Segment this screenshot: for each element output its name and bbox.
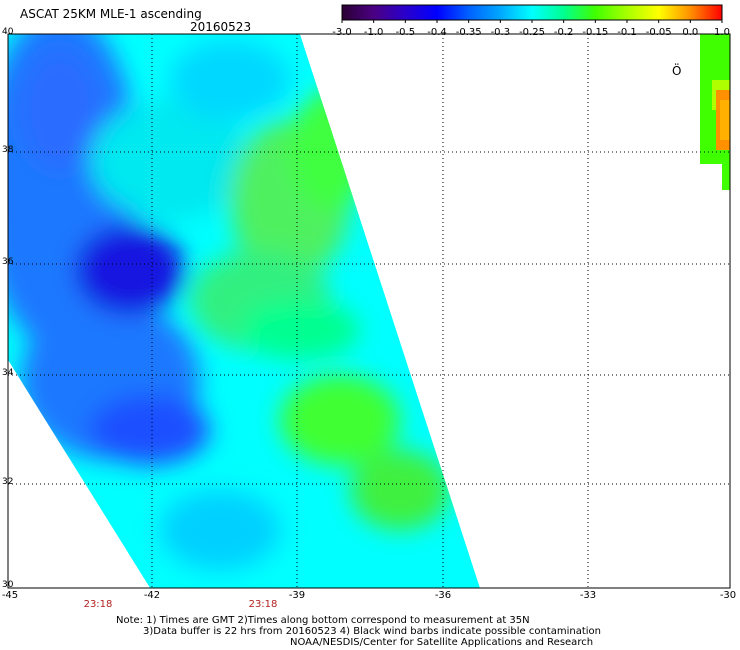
colorbar-tick-label: -0.3 (490, 27, 511, 38)
lon-label: -30 (719, 590, 737, 601)
lat-lon-grid (8, 34, 730, 588)
lon-label: -42 (143, 590, 161, 601)
wind-swath (8, 34, 480, 588)
note-line-1: Note: 1) Times are GMT 2)Times along bot… (116, 615, 530, 626)
svg-text:Ö: Ö (672, 62, 681, 78)
product-date: 20160523 (190, 20, 252, 34)
time-label: 23:18 (83, 599, 113, 610)
colorbar-tick-label: -3.0 (332, 27, 352, 38)
lat-label: 32 (2, 477, 14, 487)
colorbar-tick-label: -0.2 (553, 27, 574, 38)
coastal-patch: Ö (672, 34, 730, 190)
colorbar-tick-label: 0.0 (682, 27, 699, 38)
lat-label: 30 (2, 580, 14, 590)
note-line-2: 3)Data buffer is 22 hrs from 20160523 4)… (143, 626, 601, 637)
lon-label: -36 (434, 590, 452, 601)
colorbar-tick-label: -1.0 (363, 27, 384, 38)
time-label: 23:18 (248, 599, 278, 610)
lat-label: 34 (2, 368, 14, 378)
colorbar-tick-label: -0.05 (645, 27, 672, 38)
colorbar-gradient (341, 4, 723, 21)
colorbar-tick-label: -0.4 (427, 27, 447, 38)
lat-label: 38 (2, 145, 14, 155)
colorbar-tick-label: 1.0 (714, 27, 730, 38)
colorbar (341, 4, 723, 23)
product-title: ASCAT 25KM MLE-1 ascending (20, 7, 202, 21)
colorbar-tick-label: -0.1 (617, 27, 637, 38)
colorbar-tick-label: -0.25 (519, 27, 545, 38)
lon-label: -45 (1, 590, 19, 601)
note-line-3: NOAA/NESDIS/Center for Satellite Applica… (290, 637, 594, 648)
colorbar-tick-label: -0.5 (395, 27, 416, 38)
lon-label: -33 (579, 590, 597, 601)
lat-label: 40 (2, 27, 14, 37)
lon-label: -39 (288, 590, 306, 601)
colorbar-tick-label: -0.15 (582, 27, 609, 38)
lat-label: 36 (2, 257, 14, 267)
colorbar-tick-label: -0.35 (455, 27, 482, 38)
